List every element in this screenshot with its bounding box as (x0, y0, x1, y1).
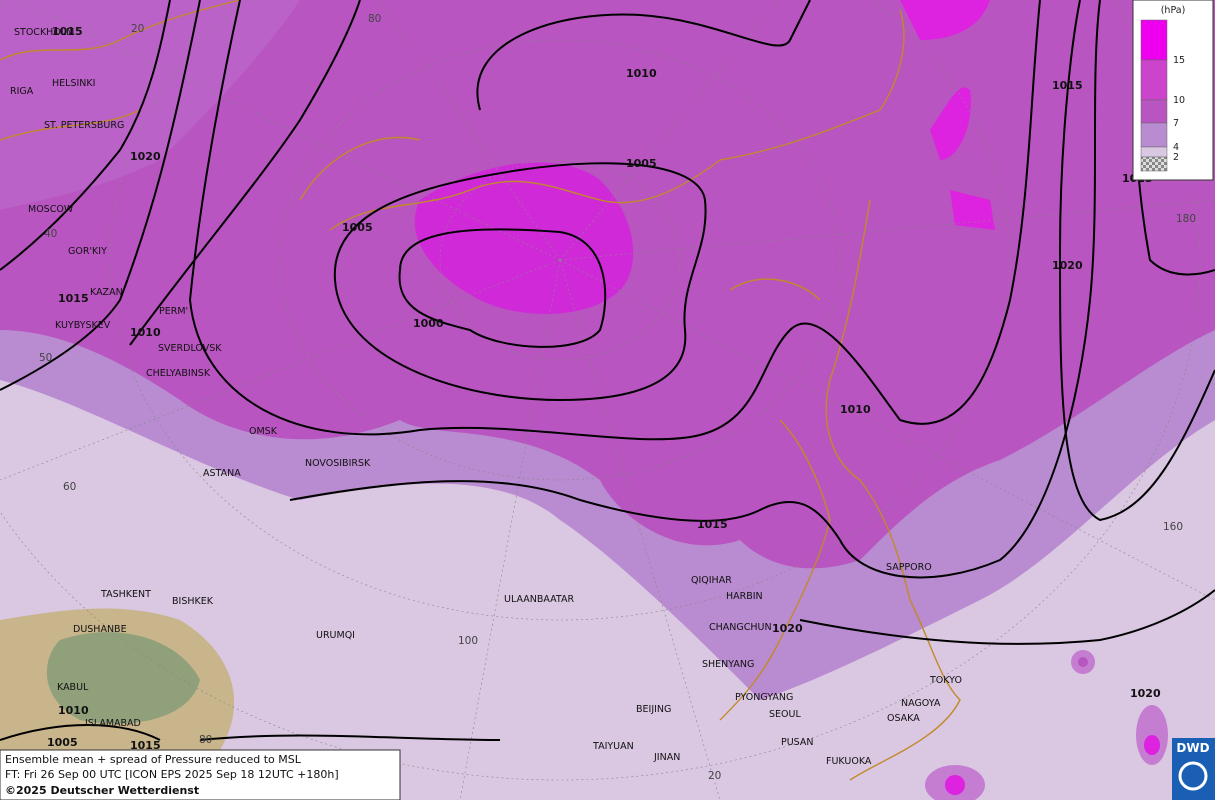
isobar-label: 1005 (626, 157, 657, 170)
caption-box (0, 749, 401, 800)
city-label: OSAKA (887, 713, 920, 724)
labels: STOCKHOLM HELSINKI RIGA ST. PETERSBURG MOSCO… (10, 13, 1196, 782)
city-label: GOR'KIY (68, 246, 107, 257)
graticule-label: 80 (199, 734, 212, 746)
city-label: MOSCOW (28, 204, 74, 215)
caption-copyright: ©2025 Deutscher Wetterdienst (5, 784, 199, 797)
isobar-label: 1010 (626, 67, 657, 80)
city-label: NOVOSIBIRSK (305, 458, 371, 469)
city-label: SVERDLOVSK (158, 343, 222, 354)
graticule-label: 60 (63, 481, 76, 493)
city-label: OMSK (249, 426, 278, 437)
isobar-label: 1010 (840, 403, 871, 416)
isobar-label: 1015 (1052, 79, 1083, 92)
logo-icon (1178, 761, 1208, 791)
city-label: PUSAN (781, 737, 814, 748)
isobar-label: 1015 (697, 518, 728, 531)
city-label: KUYBYSKEV (55, 320, 111, 331)
legend-swatch (1140, 59, 1168, 101)
caption: Ensemble mean + spread of Pressure reduc… (0, 749, 401, 800)
city-label: HARBIN (726, 591, 763, 602)
city-label: URUMQI (316, 630, 355, 641)
graticule-label: 80 (368, 13, 381, 25)
isobar-label: 1020 (1130, 687, 1161, 700)
graticule-label: 50 (39, 352, 52, 364)
legend-tick-label: 15 (1173, 55, 1185, 66)
legend-tick-label: 7 (1173, 118, 1179, 129)
city-label: TOKYO (929, 675, 962, 686)
legend: (hPa) 15 10 7 42 (1132, 0, 1214, 181)
isobar-label: 1005 (342, 221, 373, 234)
city-label: ULAANBAATAR (504, 594, 574, 605)
isobar-label: 1010 (58, 704, 89, 717)
coastlines (0, 0, 961, 781)
city-label: KAZAN' (90, 287, 125, 298)
city-label: TAIYUAN (592, 741, 634, 752)
city-label: BEIJING (636, 704, 671, 715)
legend-swatch (1140, 122, 1168, 148)
legend-tick-label: 10 (1173, 95, 1185, 106)
city-label: PYONGYANG (735, 692, 793, 703)
legend-unit: (hPa) (1161, 5, 1186, 16)
city-label: CHELYABINSK (146, 368, 211, 379)
city-label: SAPPORO (886, 562, 932, 573)
graticule-label: 20 (131, 23, 144, 35)
caption-time: FT: Fri 26 Sep 00 UTC [ICON EPS 2025 Sep… (5, 768, 339, 781)
legend-tick-label: 4 (1173, 142, 1179, 153)
city-label: FUKUOKA (826, 756, 872, 767)
city-label: ISLAMABAD (85, 718, 141, 729)
city-label: BISHKEK (172, 596, 214, 607)
isobar-label: 1020 (1052, 259, 1083, 272)
logo: DWD (1172, 738, 1215, 800)
city-label: HELSINKI (52, 78, 95, 89)
legend-tick-label: 2 (1173, 152, 1179, 163)
city-label: QIQIHAR (691, 575, 732, 586)
graticule-label: 100 (458, 635, 478, 647)
city-label: DUSHANBE (73, 624, 127, 635)
legend-swatch (1140, 156, 1168, 172)
graticule-label: 40 (44, 228, 57, 240)
city-label: CHANGCHUN (709, 622, 772, 633)
logo-text: DWD (1176, 741, 1209, 755)
isobar-label: 1020 (130, 150, 161, 163)
city-label: TASHKENT (100, 589, 151, 600)
city-label: KABUL (57, 682, 89, 693)
isobar-label: 1010 (130, 326, 161, 339)
legend-swatch (1140, 99, 1168, 124)
city-label: ST. PETERSBURG (44, 120, 124, 131)
isobar-label: 1020 (772, 622, 803, 635)
city-label: RIGA (10, 86, 34, 97)
isobar-label: 1005 (47, 736, 78, 749)
legend-swatch (1140, 19, 1168, 61)
city-label: NAGOYA (901, 698, 941, 709)
isobar-label: 1015 (52, 25, 83, 38)
city-label: ASTANA (203, 468, 241, 479)
city-label: STOCKHOLM (14, 27, 74, 38)
city-label: PERM' (159, 306, 188, 317)
isobar-label: 1000 (413, 317, 444, 330)
graticule-label: 20 (708, 770, 721, 782)
city-label: SEOUL (769, 709, 801, 720)
caption-title: Ensemble mean + spread of Pressure reduc… (5, 753, 302, 766)
legend-swatch (1140, 146, 1168, 158)
graticule-label: 160 (1163, 521, 1183, 533)
graticule-label: 180 (1176, 213, 1196, 225)
isobar-label: 1015 (58, 292, 89, 305)
city-label: SHENYANG (702, 659, 754, 670)
city-label: JINAN (653, 752, 680, 763)
isobar-label: 1015 (130, 739, 161, 752)
